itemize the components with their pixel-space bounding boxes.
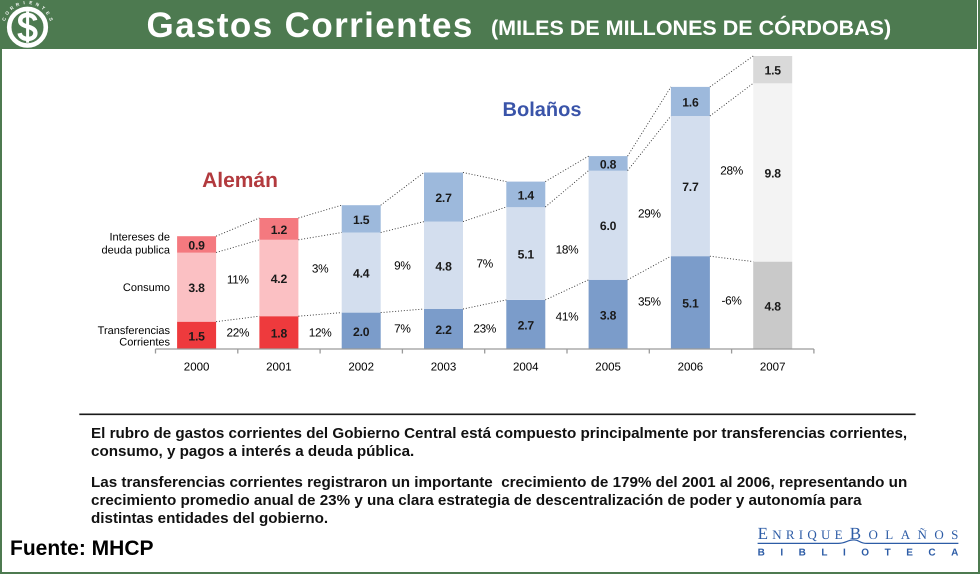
svg-text:2007: 2007 <box>760 362 786 374</box>
svg-text:9.8: 9.8 <box>765 167 782 181</box>
svg-text:E: E <box>45 10 51 15</box>
svg-text:Intereses de: Intereses de <box>109 232 170 244</box>
svg-text:7%: 7% <box>394 322 411 336</box>
svg-text:Bolaños: Bolaños <box>503 99 582 121</box>
svg-text:I: I <box>23 0 25 5</box>
svg-text:4.8: 4.8 <box>435 259 452 273</box>
svg-text:1.4: 1.4 <box>518 188 535 202</box>
svg-text:28%: 28% <box>720 163 744 177</box>
svg-text:1.5: 1.5 <box>188 329 205 343</box>
svg-text:Ñ: Ñ <box>918 527 928 542</box>
svg-text:3.8: 3.8 <box>188 281 205 295</box>
svg-text:B: B <box>850 524 861 543</box>
svg-text:Transferencias: Transferencias <box>98 325 171 337</box>
svg-text:29%: 29% <box>638 206 662 220</box>
svg-text:0.8: 0.8 <box>600 157 617 171</box>
svg-text:BIBLIOTECA: BIBLIOTECA <box>758 548 959 559</box>
svg-text:E: E <box>835 527 843 542</box>
svg-text:5.1: 5.1 <box>682 297 699 311</box>
svg-text:R: R <box>15 1 21 7</box>
svg-text:N: N <box>35 2 41 8</box>
svg-text:18%: 18% <box>556 242 580 256</box>
svg-text:1.5: 1.5 <box>765 64 782 78</box>
svg-text:L: L <box>885 527 893 542</box>
svg-text:Corrientes: Corrientes <box>119 337 170 349</box>
svg-text:2001: 2001 <box>266 362 292 374</box>
svg-text:E: E <box>29 0 33 5</box>
svg-text:Consumo: Consumo <box>123 282 170 294</box>
svg-text:12%: 12% <box>309 326 333 340</box>
svg-text:23%: 23% <box>473 322 497 336</box>
svg-text:2006: 2006 <box>678 362 704 374</box>
svg-text:2.2: 2.2 <box>435 323 452 337</box>
svg-text:2003: 2003 <box>431 362 457 374</box>
svg-text:5.1: 5.1 <box>518 248 535 262</box>
svg-text:4.4: 4.4 <box>353 267 370 281</box>
svg-text:2000: 2000 <box>184 362 210 374</box>
svg-text:O: O <box>868 527 877 542</box>
svg-text:2004: 2004 <box>513 362 539 374</box>
svg-text:N: N <box>772 527 782 542</box>
svg-text:9%: 9% <box>394 258 411 272</box>
svg-text:Q: Q <box>807 527 817 542</box>
svg-text:1.6: 1.6 <box>682 96 699 110</box>
svg-text:1.8: 1.8 <box>271 327 288 341</box>
svg-text:2002: 2002 <box>348 362 374 374</box>
svg-text:35%: 35% <box>638 294 662 308</box>
svg-text:2.7: 2.7 <box>518 318 535 332</box>
svg-text:deuda publica: deuda publica <box>101 245 170 257</box>
svg-text:-6%: -6% <box>722 293 743 307</box>
svg-text:7%: 7% <box>476 256 493 270</box>
svg-text:1.2: 1.2 <box>271 223 288 237</box>
svg-text:I: I <box>799 527 803 542</box>
svg-text:41%: 41% <box>556 309 580 323</box>
svg-text:11%: 11% <box>227 272 250 286</box>
svg-text:2005: 2005 <box>595 362 621 374</box>
svg-text:T: T <box>41 5 46 11</box>
svg-text:O: O <box>934 527 943 542</box>
svg-text:0.9: 0.9 <box>188 238 205 252</box>
svg-text:A: A <box>901 527 911 542</box>
svg-text:Alemán: Alemán <box>202 169 278 192</box>
svg-text:22%: 22% <box>226 326 250 340</box>
svg-text:7.7: 7.7 <box>682 180 699 194</box>
svg-text:6.0: 6.0 <box>600 219 617 233</box>
svg-text:3.8: 3.8 <box>600 308 617 322</box>
svg-text:E: E <box>758 524 768 543</box>
svg-text:1.5: 1.5 <box>353 213 370 227</box>
svg-text:4.8: 4.8 <box>765 299 782 313</box>
svg-text:R: R <box>9 5 15 11</box>
svg-text:C: C <box>1 16 7 21</box>
svg-text:4.2: 4.2 <box>271 272 288 286</box>
svg-text:O: O <box>4 10 10 16</box>
svg-text:2.7: 2.7 <box>435 191 452 205</box>
svg-text:S: S <box>951 527 958 542</box>
svg-text:3%: 3% <box>312 261 329 275</box>
svg-text:2.0: 2.0 <box>353 325 370 339</box>
svg-text:R: R <box>786 527 795 542</box>
svg-text:S: S <box>48 17 54 22</box>
svg-text:U: U <box>821 527 831 542</box>
